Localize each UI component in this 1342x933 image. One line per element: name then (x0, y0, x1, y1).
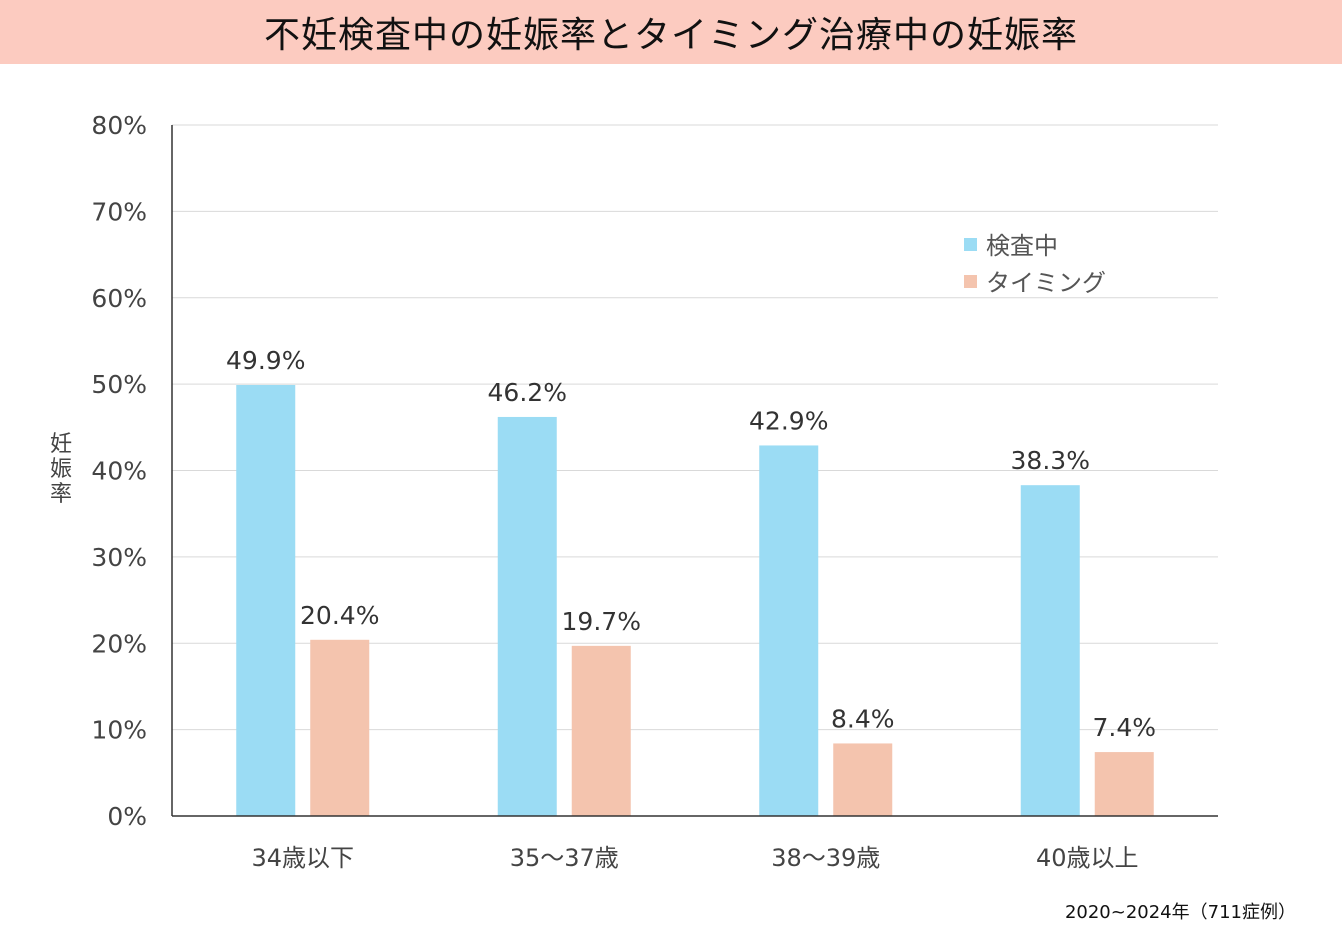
data-label: 8.4% (831, 704, 895, 733)
data-label: 7.4% (1092, 713, 1156, 742)
y-axis-label: 妊娠率 (50, 432, 72, 507)
bar (571, 645, 631, 816)
data-label: 20.4% (300, 601, 379, 630)
category-label: 40歳以上 (1036, 844, 1139, 872)
bar (236, 384, 296, 816)
data-label: 38.3% (1011, 446, 1090, 475)
category-labels: 34歳以下 35〜37歳 38〜39歳 40歳以上 (251, 844, 1138, 872)
legend-label: タイミング (986, 269, 1106, 297)
chart-title: 不妊検査中の妊娠率とタイミング治療中の妊娠率 (263, 15, 1078, 56)
category-label: 34歳以下 (251, 844, 354, 872)
y-tick-labels: 0% 10% 20% 30% 40% 50% 60% 70% 80% (91, 111, 147, 831)
y-tick-label: 0% (107, 802, 147, 831)
data-label: 49.9% (226, 346, 305, 375)
bars (236, 384, 1154, 816)
bar (833, 743, 893, 816)
footnote: 2020~2024年（711症例） (1064, 902, 1296, 923)
y-tick-label: 50% (91, 370, 147, 399)
y-axis-label-char: 妊 (50, 432, 72, 457)
gridlines (172, 124, 1218, 731)
data-label: 46.2% (488, 378, 567, 407)
data-label: 19.7% (562, 607, 641, 636)
legend-label: 検査中 (986, 232, 1058, 260)
y-axis-label-char: 率 (50, 482, 72, 507)
data-label: 42.9% (749, 406, 828, 435)
category-label: 38〜39歳 (771, 844, 880, 872)
title-band: 不妊検査中の妊娠率とタイミング治療中の妊娠率 (0, 0, 1342, 64)
legend-swatch (964, 275, 977, 288)
y-tick-label: 60% (91, 284, 147, 313)
bar (759, 445, 819, 816)
bar (497, 416, 557, 816)
category-label: 35〜37歳 (510, 844, 619, 872)
y-tick-label: 70% (91, 197, 147, 226)
y-tick-label: 30% (91, 543, 147, 572)
bar (310, 639, 370, 816)
y-tick-label: 20% (91, 629, 147, 658)
y-tick-label: 80% (91, 111, 147, 140)
bar (1020, 485, 1080, 816)
y-axis-label-char: 娠 (50, 457, 72, 482)
y-tick-label: 10% (91, 716, 147, 745)
bar (1094, 752, 1154, 816)
data-labels: 49.9% 20.4% 46.2% 19.7% 42.9% 8.4% 38.3% 7.4% (226, 346, 1156, 742)
legend-swatch (964, 238, 977, 251)
y-tick-label: 40% (91, 457, 147, 486)
